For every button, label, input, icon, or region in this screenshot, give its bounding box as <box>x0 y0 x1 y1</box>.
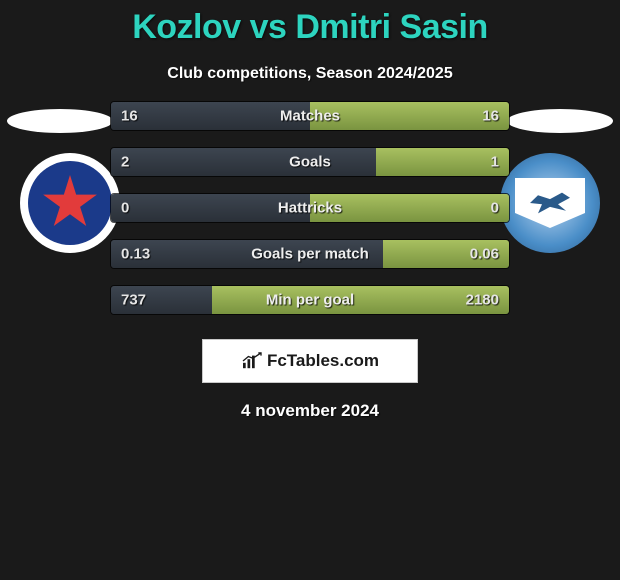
stat-right-value: 1 <box>491 154 499 171</box>
chart-icon <box>241 352 263 370</box>
brand-text: FcTables.com <box>267 351 379 371</box>
stat-left-value: 0 <box>121 200 129 217</box>
stat-label: Hattricks <box>278 200 342 217</box>
comparison-stage: 16 16 Matches 2 1 Goals 0 0 Hattricks 0.13 0.06 Goa… <box>0 101 620 481</box>
left-player-oval <box>7 109 113 133</box>
stat-label: Matches <box>280 108 340 125</box>
stat-right-value: 2180 <box>466 292 499 309</box>
stat-left-value: 2 <box>121 154 129 171</box>
page-subtitle: Club competitions, Season 2024/2025 <box>0 65 620 83</box>
stat-bar-right-segment <box>376 148 509 176</box>
stat-label: Goals <box>289 154 331 171</box>
stat-bar: 737 2180 Min per goal <box>110 285 510 315</box>
stat-left-value: 0.13 <box>121 246 150 263</box>
stat-label: Min per goal <box>266 292 354 309</box>
stat-right-value: 16 <box>482 108 499 125</box>
stat-bar-right-segment <box>212 286 509 314</box>
stat-right-value: 0.06 <box>470 246 499 263</box>
page-title: Kozlov vs Dmitri Sasin <box>0 0 620 47</box>
brand-box: FcTables.com <box>202 339 418 383</box>
stat-bars-container: 16 16 Matches 2 1 Goals 0 0 Hattricks 0.13 0.06 Goa… <box>110 101 510 331</box>
stat-right-value: 0 <box>491 200 499 217</box>
comparison-date: 4 november 2024 <box>241 401 379 421</box>
star-icon <box>42 175 98 231</box>
stat-bar: 2 1 Goals <box>110 147 510 177</box>
stat-left-value: 737 <box>121 292 146 309</box>
right-player-oval <box>507 109 613 133</box>
stat-bar: 16 16 Matches <box>110 101 510 131</box>
left-club-badge <box>20 153 120 253</box>
bird-icon <box>530 190 570 216</box>
stat-bar-left-segment <box>111 148 376 176</box>
stat-bar: 0.13 0.06 Goals per match <box>110 239 510 269</box>
right-club-badge <box>500 153 600 253</box>
stat-label: Goals per match <box>251 246 369 263</box>
stat-left-value: 16 <box>121 108 138 125</box>
stat-bar: 0 0 Hattricks <box>110 193 510 223</box>
